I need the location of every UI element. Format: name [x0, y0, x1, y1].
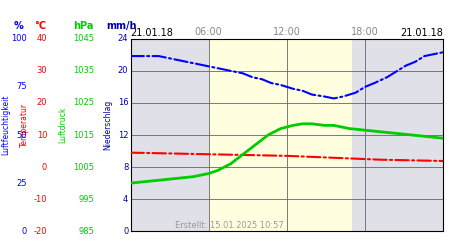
Text: 1045: 1045 — [73, 34, 94, 43]
Text: 0: 0 — [42, 162, 47, 172]
Text: 985: 985 — [79, 227, 94, 236]
Text: 30: 30 — [36, 66, 47, 75]
Text: %: % — [13, 21, 23, 31]
Text: °C: °C — [35, 21, 46, 31]
Text: 1005: 1005 — [73, 162, 94, 172]
Text: 12: 12 — [118, 130, 128, 140]
Bar — [209, 39, 352, 231]
Text: 4: 4 — [123, 195, 128, 204]
Text: 0: 0 — [22, 227, 27, 236]
Text: 40: 40 — [37, 34, 47, 43]
Text: 10: 10 — [37, 130, 47, 140]
Text: 25: 25 — [17, 178, 27, 188]
Text: 21.01.18: 21.01.18 — [130, 28, 173, 38]
Text: 8: 8 — [123, 162, 128, 172]
Text: 24: 24 — [118, 34, 128, 43]
Text: -20: -20 — [34, 227, 47, 236]
Text: Temperatur: Temperatur — [20, 103, 29, 147]
Text: 20: 20 — [118, 66, 128, 75]
Text: 0: 0 — [123, 227, 128, 236]
Text: mm/h: mm/h — [106, 21, 137, 31]
Text: 16: 16 — [117, 98, 128, 108]
Text: -10: -10 — [34, 195, 47, 204]
Text: 75: 75 — [16, 82, 27, 91]
Text: 1025: 1025 — [73, 98, 94, 108]
Text: 100: 100 — [11, 34, 27, 43]
Text: Niederschlag: Niederschlag — [104, 100, 112, 150]
Text: Luftdruck: Luftdruck — [58, 107, 68, 143]
Text: 21.01.18: 21.01.18 — [400, 28, 443, 38]
Text: 1015: 1015 — [73, 130, 94, 140]
Text: Luftfeuchtigkeit: Luftfeuchtigkeit — [1, 95, 10, 155]
Text: Erstellt: 15.01.2025 10:57: Erstellt: 15.01.2025 10:57 — [175, 221, 284, 230]
Text: 1035: 1035 — [73, 66, 94, 75]
Text: 50: 50 — [17, 130, 27, 140]
Text: 20: 20 — [37, 98, 47, 108]
Text: hPa: hPa — [73, 21, 94, 31]
Text: 995: 995 — [79, 195, 94, 204]
